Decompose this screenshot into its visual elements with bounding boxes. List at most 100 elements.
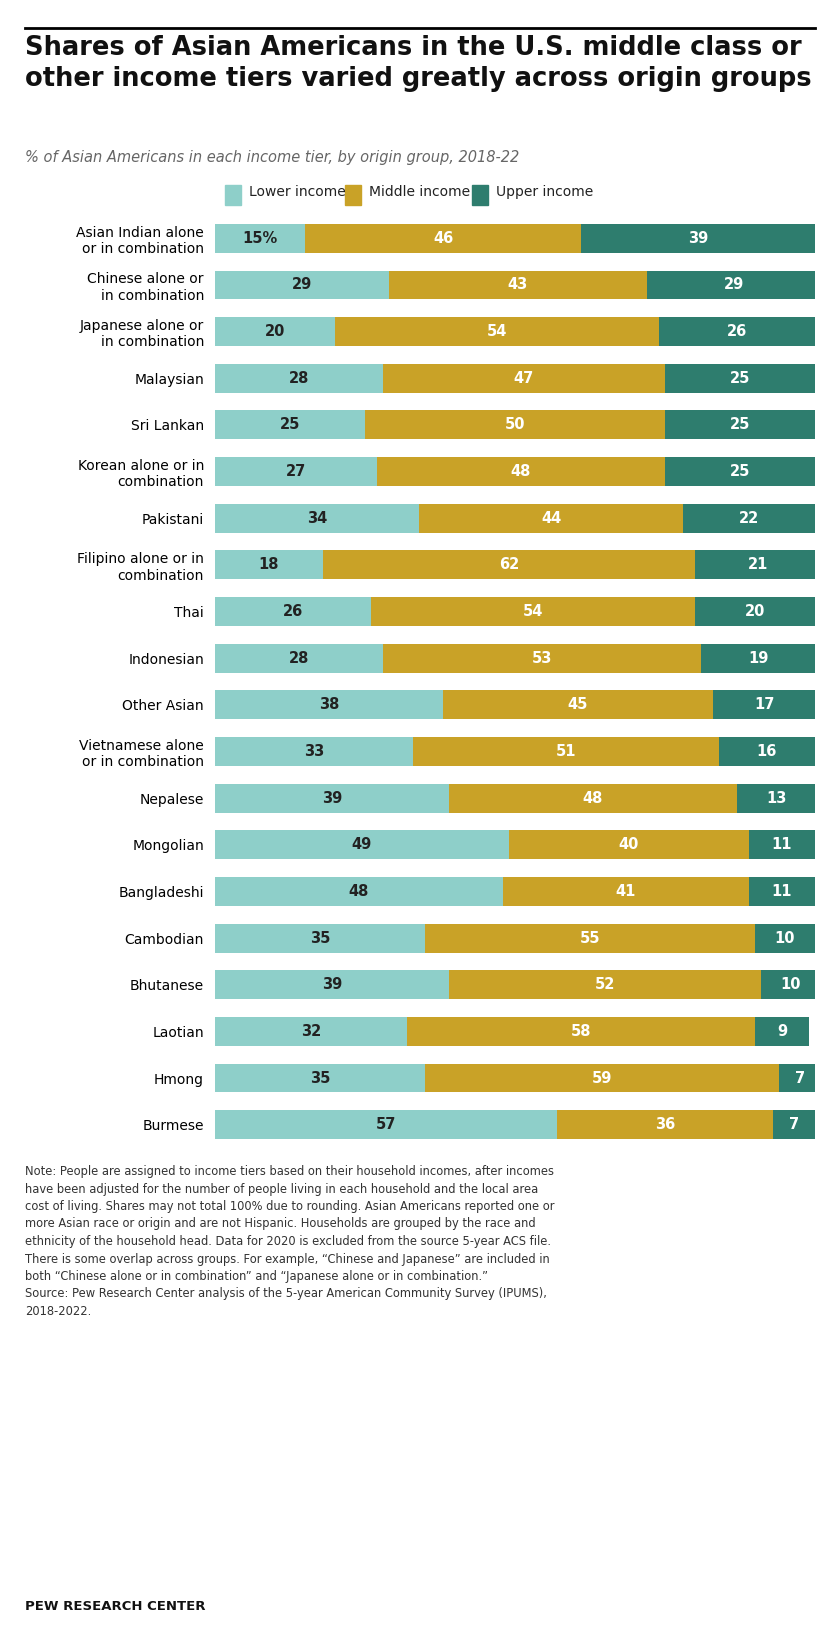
Bar	[215, 738, 413, 765]
Text: 25: 25	[280, 418, 300, 432]
Bar	[695, 550, 821, 579]
Bar	[755, 924, 815, 953]
Text: 54: 54	[487, 325, 507, 339]
Bar	[215, 783, 449, 813]
Text: 13: 13	[766, 790, 786, 806]
Bar	[215, 1064, 425, 1092]
Bar	[773, 1110, 815, 1139]
Bar	[713, 690, 815, 720]
Text: 52: 52	[595, 978, 615, 992]
Bar	[665, 457, 815, 486]
Bar	[215, 224, 305, 253]
Text: 48: 48	[583, 790, 603, 806]
Bar	[215, 1110, 557, 1139]
Text: 26: 26	[727, 325, 747, 339]
Text: 26: 26	[283, 604, 303, 619]
Bar	[695, 597, 815, 627]
Bar	[215, 643, 383, 672]
Text: 25: 25	[730, 370, 750, 385]
Bar	[215, 1017, 407, 1046]
Text: 57: 57	[375, 1118, 396, 1133]
Text: 50: 50	[505, 418, 525, 432]
Text: 38: 38	[319, 697, 339, 712]
Text: 29: 29	[724, 277, 744, 292]
Text: 10: 10	[774, 930, 795, 945]
Text: 41: 41	[616, 885, 636, 899]
Text: 54: 54	[522, 604, 543, 619]
Text: 28: 28	[289, 651, 309, 666]
Text: 10: 10	[780, 978, 801, 992]
Bar	[215, 971, 449, 999]
Text: 29: 29	[291, 277, 312, 292]
Text: 16: 16	[757, 744, 777, 759]
Text: 25: 25	[730, 418, 750, 432]
Bar	[419, 504, 683, 532]
Bar	[659, 317, 815, 346]
Bar	[215, 690, 443, 720]
Text: 48: 48	[349, 885, 370, 899]
Bar	[425, 924, 755, 953]
Text: 62: 62	[499, 558, 519, 573]
Text: 36: 36	[655, 1118, 675, 1133]
Bar	[665, 364, 815, 393]
Text: 55: 55	[580, 930, 601, 945]
Text: 43: 43	[508, 277, 528, 292]
Text: 22: 22	[739, 511, 759, 526]
Bar	[215, 364, 383, 393]
Text: 28: 28	[289, 370, 309, 385]
Text: 32: 32	[301, 1023, 321, 1040]
Text: 15%: 15%	[243, 230, 278, 246]
Bar	[377, 457, 665, 486]
Text: 11: 11	[772, 885, 792, 899]
Text: 33: 33	[304, 744, 324, 759]
Text: 51: 51	[556, 744, 576, 759]
Bar	[755, 1017, 809, 1046]
Text: Shares of Asian Americans in the U.S. middle class or
other income tiers varied : Shares of Asian Americans in the U.S. mi…	[25, 34, 811, 91]
Bar	[383, 364, 665, 393]
Bar	[305, 224, 581, 253]
Bar	[779, 1064, 821, 1092]
Bar	[761, 971, 821, 999]
Bar	[737, 783, 815, 813]
Text: 21: 21	[748, 558, 769, 573]
Text: 18: 18	[259, 558, 279, 573]
Bar	[647, 271, 821, 299]
Bar	[413, 738, 719, 765]
Bar	[371, 597, 695, 627]
Bar	[749, 831, 815, 858]
Text: PEW RESEARCH CENTER: PEW RESEARCH CENTER	[25, 1599, 206, 1612]
Text: 39: 39	[688, 230, 708, 246]
Bar	[683, 504, 815, 532]
Bar	[215, 831, 509, 858]
Text: 45: 45	[568, 697, 588, 712]
Text: Middle income: Middle income	[369, 184, 470, 199]
Text: 20: 20	[265, 325, 286, 339]
Bar	[509, 831, 749, 858]
Bar	[449, 971, 761, 999]
Bar	[383, 643, 701, 672]
Text: Note: People are assigned to income tiers based on their household incomes, afte: Note: People are assigned to income tier…	[25, 1165, 554, 1319]
Text: 46: 46	[433, 230, 453, 246]
Bar	[557, 1110, 773, 1139]
Text: 47: 47	[514, 370, 534, 385]
Text: 49: 49	[352, 837, 372, 852]
Text: 34: 34	[307, 511, 327, 526]
Text: 58: 58	[570, 1023, 591, 1040]
Bar	[215, 457, 377, 486]
Text: 39: 39	[322, 790, 342, 806]
Text: 35: 35	[310, 930, 330, 945]
Bar	[503, 876, 749, 906]
Bar	[215, 504, 419, 532]
Bar	[581, 224, 815, 253]
Text: 27: 27	[286, 463, 306, 480]
Bar	[215, 550, 323, 579]
Bar	[425, 1064, 779, 1092]
Text: 20: 20	[745, 604, 765, 619]
Text: 7: 7	[789, 1118, 799, 1133]
Text: % of Asian Americans in each income tier, by origin group, 2018-22: % of Asian Americans in each income tier…	[25, 150, 519, 165]
Bar	[665, 411, 815, 439]
Bar	[719, 738, 815, 765]
Text: 17: 17	[753, 697, 774, 712]
Text: 11: 11	[772, 837, 792, 852]
Text: Upper income: Upper income	[496, 184, 593, 199]
